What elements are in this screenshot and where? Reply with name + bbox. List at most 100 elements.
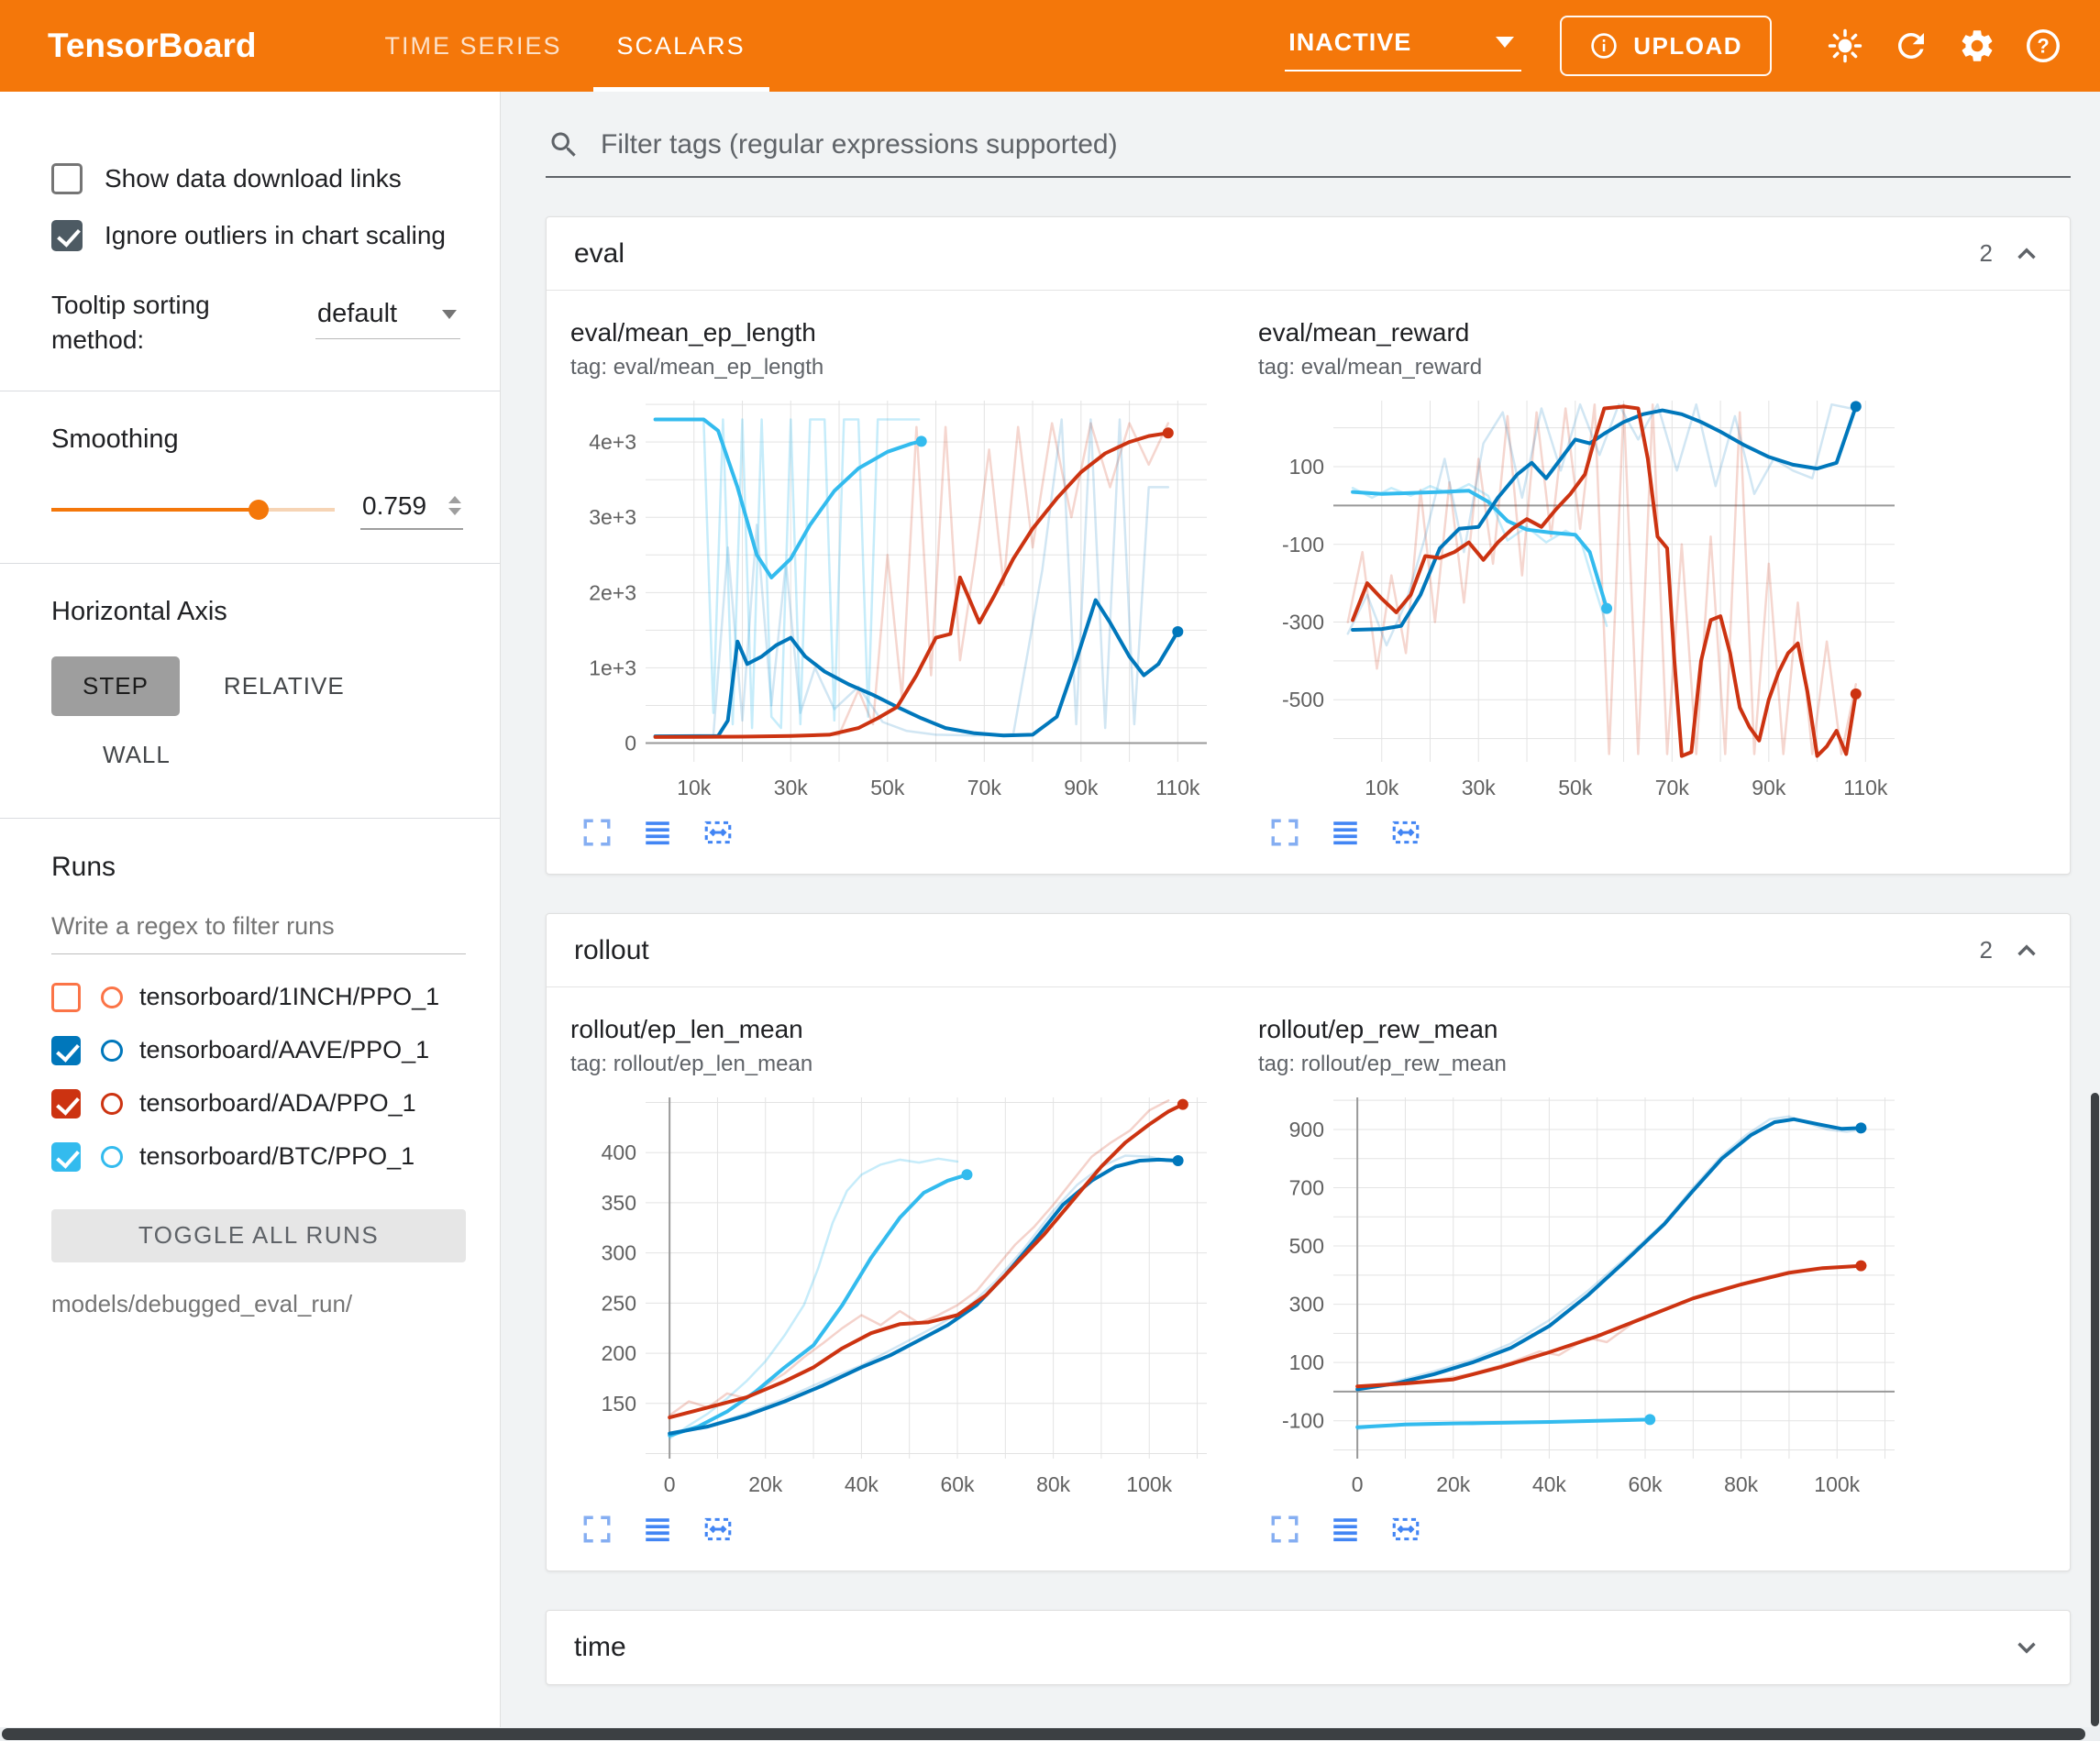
svg-text:110k: 110k — [1843, 776, 1888, 799]
run-item-aave[interactable]: tensorboard/AAVE/PPO_1 — [51, 1024, 463, 1077]
chart-tag: tag: eval/mean_ep_length — [570, 355, 824, 380]
slider-thumb[interactable] — [248, 499, 269, 520]
svg-text:50k: 50k — [1558, 776, 1593, 799]
expand-chart-icon[interactable] — [1267, 1512, 1302, 1547]
run-label: tensorboard/BTC/PPO_1 — [139, 1142, 415, 1171]
svg-text:150: 150 — [602, 1392, 636, 1416]
runs-data-icon[interactable] — [1328, 1512, 1363, 1547]
run-color-circle — [101, 1039, 123, 1062]
group-header-eval[interactable]: eval 2 — [547, 217, 2070, 291]
smoothing-value-input[interactable] — [362, 490, 432, 521]
divider — [0, 562, 500, 564]
fit-domain-icon[interactable] — [1388, 1512, 1423, 1547]
fit-domain-icon[interactable] — [701, 815, 735, 850]
topbar-actions: INACTIVE UPLOAD — [1285, 13, 2076, 79]
run-color-circle — [101, 1145, 123, 1168]
axis-buttons-row: STEP RELATIVE — [51, 656, 463, 716]
axis-wall-button[interactable]: WALL — [72, 725, 202, 785]
upload-label: UPLOAD — [1633, 31, 1742, 60]
fit-domain-icon[interactable] — [1388, 815, 1423, 850]
expand-chart-icon[interactable] — [580, 1512, 614, 1547]
svg-text:40k: 40k — [1532, 1472, 1567, 1496]
runs-list: tensorboard/1INCH/PPO_1 tensorboard/AAVE… — [51, 971, 463, 1184]
chart-actions — [1258, 804, 1922, 857]
group-name: time — [574, 1632, 626, 1662]
svg-text:80k: 80k — [1036, 1472, 1071, 1496]
run-item-1inch[interactable]: tensorboard/1INCH/PPO_1 — [51, 971, 463, 1024]
svg-text:100k: 100k — [1126, 1472, 1172, 1496]
brightness-icon[interactable] — [1812, 13, 1878, 79]
checkbox-label: Ignore outliers in chart scaling — [105, 221, 446, 249]
run-item-ada[interactable]: tensorboard/ADA/PPO_1 — [51, 1077, 463, 1130]
axis-buttons-row-2: WALL — [51, 725, 463, 785]
refresh-icon[interactable] — [1878, 13, 1944, 79]
svg-text:40k: 40k — [845, 1472, 879, 1496]
axis-relative-button[interactable]: RELATIVE — [193, 656, 376, 716]
run-color-circle — [101, 1092, 123, 1115]
checkbox-unchecked[interactable] — [51, 163, 83, 194]
smoothing-value-field[interactable] — [360, 490, 463, 530]
group-count: 2 — [1979, 936, 1993, 964]
connection-status-dropdown[interactable]: INACTIVE — [1285, 21, 1522, 72]
stepper-up-icon[interactable] — [448, 496, 461, 504]
group-count: 2 — [1979, 239, 1993, 267]
svg-text:700: 700 — [1289, 1176, 1324, 1200]
horizontal-scrollbar-track — [0, 1727, 2100, 1741]
horizontal-scrollbar[interactable] — [2, 1728, 2085, 1740]
checkbox-checked[interactable] — [51, 220, 83, 251]
svg-text:200: 200 — [602, 1341, 636, 1365]
fit-domain-icon[interactable] — [701, 1512, 735, 1547]
tooltip-sorting-dropdown[interactable]: default — [315, 295, 460, 339]
svg-text:-100: -100 — [1282, 1409, 1324, 1433]
group-name: rollout — [574, 934, 649, 965]
expand-chart-icon[interactable] — [1267, 815, 1302, 850]
run-checkbox[interactable] — [51, 1088, 81, 1118]
vertical-scrollbar[interactable] — [2091, 1093, 2099, 1726]
ignore-outliers-checkbox[interactable]: Ignore outliers in chart scaling — [51, 220, 463, 251]
scalar-line-chart[interactable]: 10k 30k 50k 70k 90k 110k -500 -300 -100 100 — [1258, 390, 1906, 804]
smoothing-slider[interactable] — [51, 490, 335, 530]
help-icon[interactable]: ? — [2010, 13, 2076, 79]
scalar-line-chart[interactable]: 0 20k 40k 60k 80k 100k 150 200 250 300 350 400 — [570, 1086, 1218, 1501]
scalar-line-chart[interactable]: 0 20k 40k 60k 80k 100k -100 100 300 500 700 900 — [1258, 1086, 1906, 1501]
run-color-circle — [101, 986, 123, 1008]
tab-time-series[interactable]: TIME SERIES — [384, 31, 562, 60]
run-checkbox[interactable] — [51, 1141, 81, 1172]
runs-data-icon[interactable] — [640, 815, 675, 850]
show-download-links-checkbox[interactable]: Show data download links — [51, 163, 463, 194]
run-checkbox[interactable] — [51, 982, 81, 1012]
runs-data-icon[interactable] — [640, 1512, 675, 1547]
upload-button[interactable]: UPLOAD — [1560, 16, 1772, 76]
tag-filter-input[interactable] — [601, 129, 2065, 160]
axis-step-button[interactable]: STEP — [51, 656, 180, 716]
chevron-up-icon[interactable] — [2011, 935, 2042, 966]
chart-actions — [570, 804, 1234, 857]
expand-chart-icon[interactable] — [580, 815, 614, 850]
svg-text:0: 0 — [1352, 1472, 1364, 1496]
chevron-up-icon[interactable] — [2011, 238, 2042, 270]
chevron-down-icon[interactable] — [2011, 1632, 2042, 1663]
run-checkbox[interactable] — [51, 1035, 81, 1065]
group-header-rollout[interactable]: rollout 2 — [547, 914, 2070, 987]
runs-base-path: models/debugged_eval_run/ — [51, 1289, 353, 1317]
svg-text:70k: 70k — [967, 776, 1002, 799]
toggle-all-runs-button[interactable]: TOGGLE ALL RUNS — [51, 1208, 466, 1262]
stepper-down-icon[interactable] — [448, 508, 461, 516]
scalar-line-chart[interactable]: 10k 30k 50k 70k 90k 110k 0 1e+3 2e+3 3e+3 4e+3 — [570, 390, 1218, 804]
settings-gear-icon[interactable] — [1944, 13, 2010, 79]
search-icon — [551, 132, 576, 157]
chart-eval-mean-ep-length: eval/mean_ep_length tag: eval/mean_ep_le… — [570, 318, 1234, 857]
svg-text:30k: 30k — [1462, 776, 1497, 799]
tab-scalars[interactable]: SCALARS — [590, 0, 773, 92]
dashboard-content: eval 2 eval/mean_ep_length tag: eval/mea… — [502, 92, 2100, 1741]
runs-filter-input[interactable] — [51, 908, 466, 954]
group-header-time[interactable]: time — [547, 1611, 2070, 1684]
runs-data-icon[interactable] — [1328, 815, 1363, 850]
tag-filter-row — [546, 119, 2071, 178]
svg-text:500: 500 — [1289, 1234, 1324, 1258]
number-stepper[interactable] — [448, 496, 461, 516]
chart-title: rollout/ep_len_mean — [570, 1015, 803, 1043]
run-item-btc[interactable]: tensorboard/BTC/PPO_1 — [51, 1130, 463, 1184]
main-tabs: TIME SERIES SCALARS — [358, 0, 773, 92]
